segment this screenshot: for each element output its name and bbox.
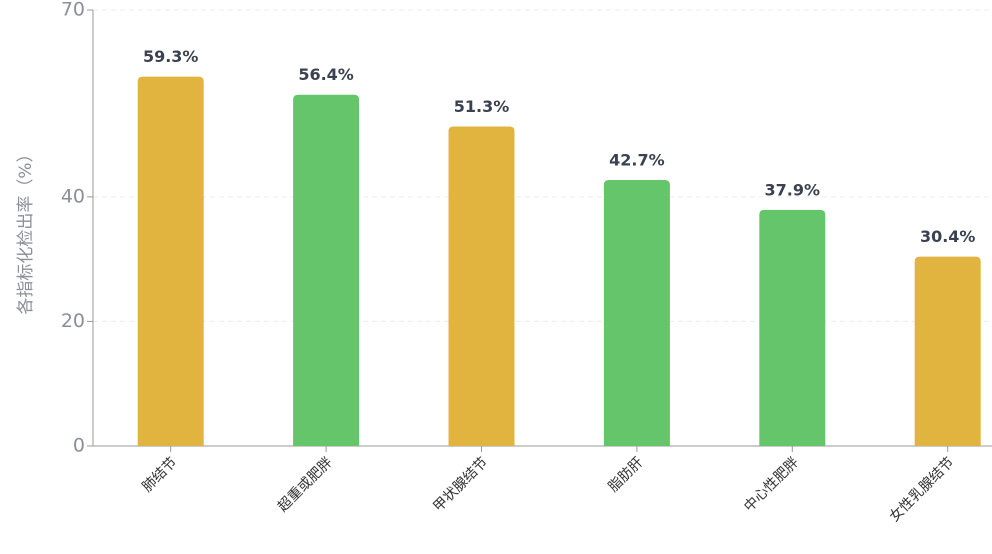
value-label: 37.9% xyxy=(765,180,821,199)
bar xyxy=(603,180,670,447)
value-label: 51.3% xyxy=(454,97,510,116)
x-tick-label: 肺结节 xyxy=(139,454,180,495)
value-label: 56.4% xyxy=(298,65,354,84)
value-label: 42.7% xyxy=(609,151,665,170)
y-tick-label: 0 xyxy=(73,435,85,457)
y-tick-label: 20 xyxy=(61,310,85,332)
x-tick-label: 中心性肥胖 xyxy=(741,454,802,515)
bar xyxy=(448,126,515,446)
y-axis-label: 各指标化检出率（%） xyxy=(16,145,36,314)
bar xyxy=(914,256,981,446)
x-tick-label: 超重或肥胖 xyxy=(275,454,336,515)
x-tick-label: 女性乳腺结节 xyxy=(886,454,957,525)
y-tick-label: 40 xyxy=(61,185,85,207)
x-tick-label: 脂肪肝 xyxy=(606,454,647,495)
value-label: 30.4% xyxy=(920,227,976,246)
x-tick-label: 甲状腺结节 xyxy=(430,454,491,515)
bar xyxy=(137,76,204,446)
bar xyxy=(759,209,826,446)
bar xyxy=(293,94,360,447)
y-tick-label: 70 xyxy=(61,0,85,21)
value-label: 59.3% xyxy=(143,47,199,66)
